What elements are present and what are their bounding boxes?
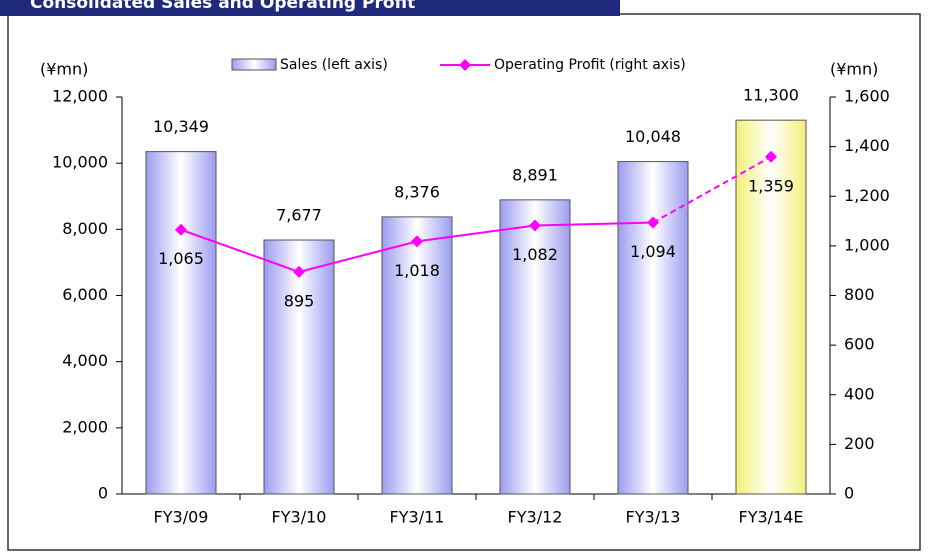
bar-label: 7,677 [276, 206, 322, 225]
profit-line [652, 155, 772, 224]
bar-label: 11,300 [743, 86, 799, 105]
bar [499, 199, 571, 495]
profit-label: 1,094 [630, 242, 676, 261]
profit-marker [765, 150, 777, 163]
y2-unit: (¥mn) [830, 60, 878, 79]
bar-label: 10,048 [625, 127, 681, 146]
y-tick-label: 4,000 [62, 351, 108, 370]
profit-marker [175, 223, 187, 236]
bar-label: 8,376 [394, 182, 440, 201]
legend-marker [459, 59, 471, 71]
profit-label: 1,359 [748, 176, 794, 195]
profit-marker [293, 265, 305, 278]
y2-tick-label: 0 [844, 484, 854, 503]
profit-marker [647, 216, 659, 229]
bar [617, 161, 689, 495]
y2-tick-label: 400 [844, 384, 875, 403]
y2-tick-label: 1,400 [844, 136, 890, 155]
bar [735, 119, 807, 495]
title-bar [0, 0, 620, 16]
bar [263, 239, 335, 495]
y-unit: (¥mn) [40, 60, 88, 79]
bar-label: 10,349 [153, 117, 209, 136]
bar [145, 151, 217, 495]
profit-marker [529, 219, 541, 232]
profit-label: 1,018 [394, 261, 440, 280]
profit-marker [411, 235, 423, 248]
legend-swatch [231, 58, 277, 71]
bar-label: 8,891 [512, 165, 558, 184]
bar [381, 216, 453, 495]
y2-tick-label: 1,600 [844, 87, 890, 106]
profit-label: 895 [284, 291, 315, 310]
x-tick-label: FY3/10 [272, 508, 327, 527]
chart-title: Consolidated Sales and Operating Profit [30, 0, 415, 13]
profit-label: 1,065 [158, 249, 204, 268]
y2-tick-label: 1,200 [844, 186, 890, 205]
profit-label: 1,082 [512, 245, 558, 264]
y-tick-label: 0 [98, 484, 108, 503]
y-tick-label: 8,000 [62, 219, 108, 238]
x-tick-label: FY3/14E [738, 508, 803, 527]
x-tick-label: FY3/13 [626, 508, 681, 527]
y2-tick-label: 1,000 [844, 235, 890, 254]
y2-tick-label: 600 [844, 335, 875, 354]
y-tick-label: 12,000 [52, 87, 108, 106]
y2-tick-label: 800 [844, 285, 875, 304]
x-tick-label: FY3/12 [508, 508, 563, 527]
y-tick-label: 10,000 [52, 153, 108, 172]
x-tick-label: FY3/09 [154, 508, 209, 527]
y-tick-label: 2,000 [62, 417, 108, 436]
legend-label: Sales (left axis) [280, 57, 388, 73]
y2-tick-label: 200 [844, 434, 875, 453]
y-tick-label: 6,000 [62, 285, 108, 304]
legend-label: Operating Profit (right axis) [494, 57, 686, 73]
x-tick-label: FY3/11 [390, 508, 445, 527]
